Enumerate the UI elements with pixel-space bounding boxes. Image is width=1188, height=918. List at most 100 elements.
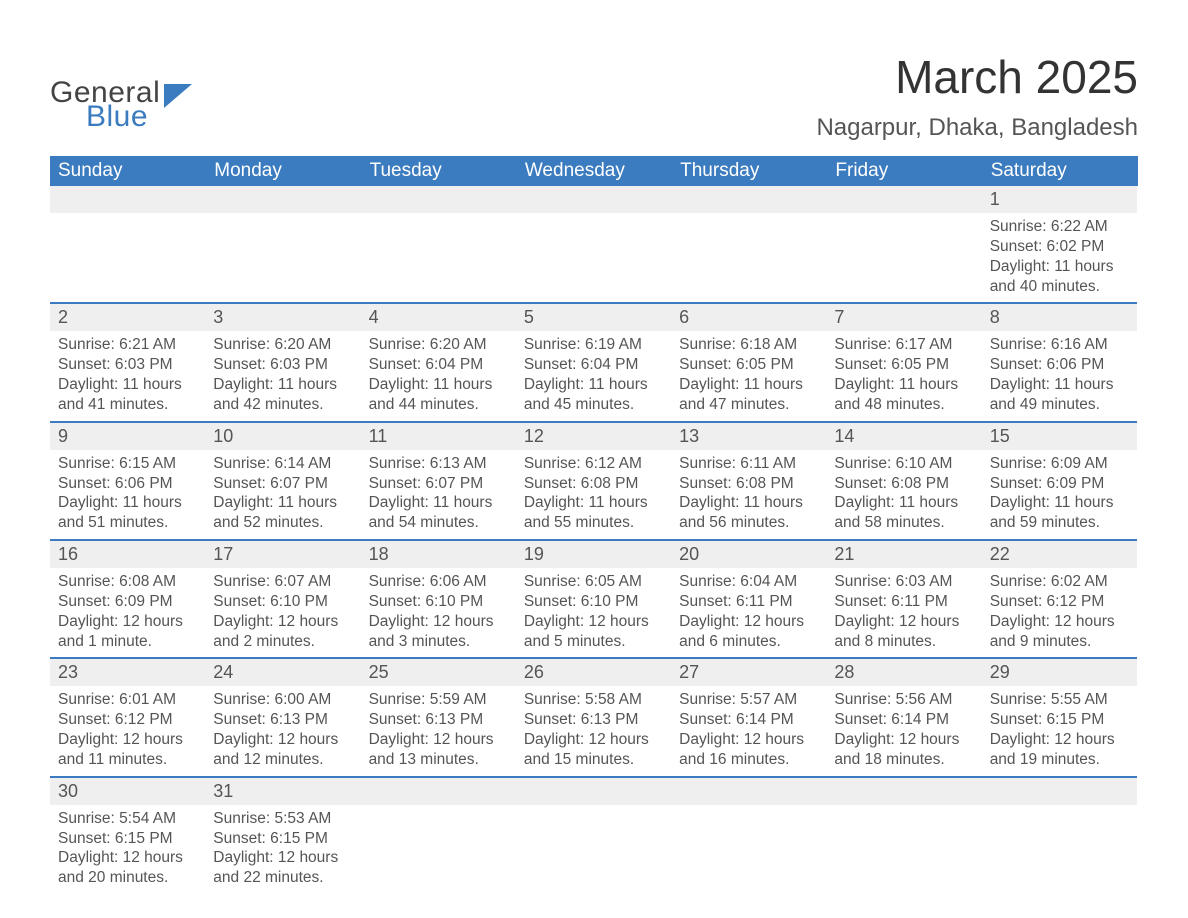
day-number-cell: 22: [982, 540, 1137, 568]
daylight-text: and 16 minutes.: [679, 750, 818, 770]
day-details-row: Sunrise: 6:22 AMSunset: 6:02 PMDaylight:…: [50, 213, 1137, 303]
daylight-text: and 40 minutes.: [990, 277, 1129, 297]
calendar-table: SundayMondayTuesdayWednesdayThursdayFrid…: [50, 156, 1138, 894]
sunrise-text: Sunrise: 5:58 AM: [524, 690, 663, 710]
sunset-text: Sunset: 6:10 PM: [524, 592, 663, 612]
day-number-cell: [361, 777, 516, 805]
sunrise-text: Sunrise: 6:14 AM: [213, 454, 352, 474]
sunrise-text: Sunrise: 6:08 AM: [58, 572, 197, 592]
weekday-header: Friday: [826, 156, 981, 186]
weekday-header: Sunday: [50, 156, 205, 186]
sunset-text: Sunset: 6:15 PM: [58, 829, 197, 849]
sunset-text: Sunset: 6:15 PM: [990, 710, 1129, 730]
sunrise-text: Sunrise: 5:55 AM: [990, 690, 1129, 710]
daylight-text: Daylight: 11 hours: [990, 493, 1129, 513]
day-number-row: 1: [50, 186, 1137, 213]
day-number-cell: 6: [671, 303, 826, 331]
weekday-header: Tuesday: [361, 156, 516, 186]
sunset-text: Sunset: 6:12 PM: [990, 592, 1129, 612]
sunrise-text: Sunrise: 5:56 AM: [834, 690, 973, 710]
sunset-text: Sunset: 6:04 PM: [369, 355, 508, 375]
day-details-cell: Sunrise: 6:13 AMSunset: 6:07 PMDaylight:…: [361, 450, 516, 540]
daylight-text: Daylight: 12 hours: [58, 612, 197, 632]
day-details-cell: Sunrise: 6:21 AMSunset: 6:03 PMDaylight:…: [50, 331, 205, 421]
sunrise-text: Sunrise: 6:06 AM: [369, 572, 508, 592]
day-details-cell: Sunrise: 5:55 AMSunset: 6:15 PMDaylight:…: [982, 686, 1137, 776]
weekday-header: Wednesday: [516, 156, 671, 186]
daylight-text: Daylight: 12 hours: [369, 730, 508, 750]
day-details-cell: Sunrise: 6:08 AMSunset: 6:09 PMDaylight:…: [50, 568, 205, 658]
sunset-text: Sunset: 6:02 PM: [990, 237, 1129, 257]
daylight-text: and 11 minutes.: [58, 750, 197, 770]
sunrise-text: Sunrise: 6:22 AM: [990, 217, 1129, 237]
day-number-cell: [671, 186, 826, 213]
daylight-text: Daylight: 12 hours: [990, 612, 1129, 632]
daylight-text: and 44 minutes.: [369, 395, 508, 415]
day-number-cell: 16: [50, 540, 205, 568]
daylight-text: Daylight: 11 hours: [369, 375, 508, 395]
day-number-cell: 19: [516, 540, 671, 568]
sunrise-text: Sunrise: 6:16 AM: [990, 335, 1129, 355]
sunset-text: Sunset: 6:10 PM: [369, 592, 508, 612]
daylight-text: Daylight: 12 hours: [58, 730, 197, 750]
day-details-row: Sunrise: 6:01 AMSunset: 6:12 PMDaylight:…: [50, 686, 1137, 776]
day-number-cell: 1: [982, 186, 1137, 213]
daylight-text: Daylight: 11 hours: [58, 493, 197, 513]
day-number-cell: 11: [361, 422, 516, 450]
day-details-cell: Sunrise: 6:19 AMSunset: 6:04 PMDaylight:…: [516, 331, 671, 421]
day-details-cell: [516, 213, 671, 303]
sunrise-text: Sunrise: 6:11 AM: [679, 454, 818, 474]
daylight-text: and 1 minute.: [58, 632, 197, 652]
daylight-text: Daylight: 11 hours: [679, 493, 818, 513]
weekday-header: Monday: [205, 156, 360, 186]
daylight-text: and 18 minutes.: [834, 750, 973, 770]
daylight-text: Daylight: 11 hours: [990, 375, 1129, 395]
daylight-text: Daylight: 11 hours: [213, 493, 352, 513]
daylight-text: Daylight: 12 hours: [213, 730, 352, 750]
daylight-text: and 51 minutes.: [58, 513, 197, 533]
day-number-cell: 9: [50, 422, 205, 450]
day-number-cell: 25: [361, 658, 516, 686]
sunrise-text: Sunrise: 6:05 AM: [524, 572, 663, 592]
day-details-cell: Sunrise: 6:16 AMSunset: 6:06 PMDaylight:…: [982, 331, 1137, 421]
day-details-cell: Sunrise: 6:07 AMSunset: 6:10 PMDaylight:…: [205, 568, 360, 658]
sunset-text: Sunset: 6:13 PM: [213, 710, 352, 730]
month-title: March 2025: [816, 50, 1138, 104]
weekday-header: Thursday: [671, 156, 826, 186]
sunset-text: Sunset: 6:08 PM: [834, 474, 973, 494]
day-details-cell: Sunrise: 5:59 AMSunset: 6:13 PMDaylight:…: [361, 686, 516, 776]
sunrise-text: Sunrise: 5:54 AM: [58, 809, 197, 829]
day-details-cell: Sunrise: 5:58 AMSunset: 6:13 PMDaylight:…: [516, 686, 671, 776]
sunrise-text: Sunrise: 6:03 AM: [834, 572, 973, 592]
daylight-text: Daylight: 12 hours: [213, 848, 352, 868]
title-block: March 2025 Nagarpur, Dhaka, Bangladesh: [816, 50, 1138, 142]
sunset-text: Sunset: 6:10 PM: [213, 592, 352, 612]
daylight-text: Daylight: 12 hours: [679, 612, 818, 632]
day-number-cell: 17: [205, 540, 360, 568]
daylight-text: and 42 minutes.: [213, 395, 352, 415]
day-number-cell: 27: [671, 658, 826, 686]
sunset-text: Sunset: 6:07 PM: [213, 474, 352, 494]
daylight-text: and 59 minutes.: [990, 513, 1129, 533]
sunrise-text: Sunrise: 6:17 AM: [834, 335, 973, 355]
sunset-text: Sunset: 6:08 PM: [679, 474, 818, 494]
day-details-cell: Sunrise: 5:53 AMSunset: 6:15 PMDaylight:…: [205, 805, 360, 894]
sunrise-text: Sunrise: 6:20 AM: [369, 335, 508, 355]
day-number-cell: [516, 777, 671, 805]
header: General Blue March 2025 Nagarpur, Dhaka,…: [50, 50, 1138, 142]
day-details-cell: [826, 213, 981, 303]
day-details-cell: [671, 213, 826, 303]
day-number-cell: 20: [671, 540, 826, 568]
day-number-cell: 13: [671, 422, 826, 450]
day-number-cell: 23: [50, 658, 205, 686]
day-number-cell: [826, 186, 981, 213]
day-details-cell: Sunrise: 5:56 AMSunset: 6:14 PMDaylight:…: [826, 686, 981, 776]
daylight-text: Daylight: 12 hours: [213, 612, 352, 632]
daylight-text: Daylight: 12 hours: [834, 730, 973, 750]
daylight-text: Daylight: 11 hours: [524, 493, 663, 513]
day-details-cell: [671, 805, 826, 894]
sunrise-text: Sunrise: 6:04 AM: [679, 572, 818, 592]
daylight-text: Daylight: 11 hours: [834, 493, 973, 513]
day-number-cell: 5: [516, 303, 671, 331]
daylight-text: and 12 minutes.: [213, 750, 352, 770]
